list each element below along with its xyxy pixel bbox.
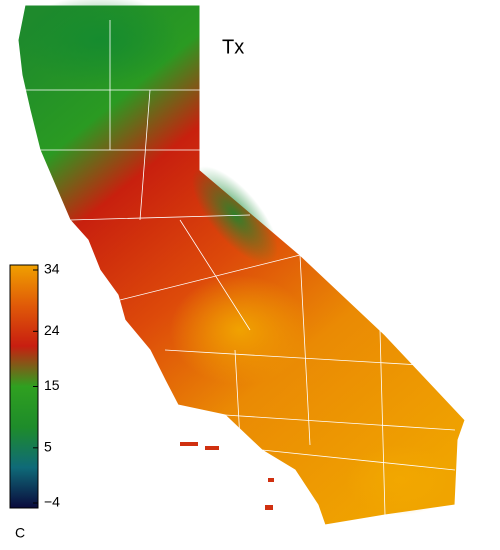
sierra-cool (191, 166, 279, 264)
colorbar-tick-label: 15 (44, 377, 60, 393)
california (17, 4, 466, 526)
county-lines (25, 20, 456, 516)
colorbar-tick-label: 34 (44, 261, 60, 277)
desert-heat (345, 445, 455, 515)
map-title: Tx (222, 36, 244, 58)
islands (180, 442, 274, 510)
valley-heat (170, 275, 310, 385)
north-cool (20, 0, 180, 85)
colorbar-tick-label: −4 (44, 494, 60, 510)
state-map (17, 0, 466, 526)
colorbar-tick-label: 24 (44, 322, 60, 338)
colorbar-unit: C (15, 525, 25, 541)
colorbar: −4 5 15 24 34 (9, 261, 60, 510)
colorbar-tick-label: 5 (44, 439, 52, 455)
